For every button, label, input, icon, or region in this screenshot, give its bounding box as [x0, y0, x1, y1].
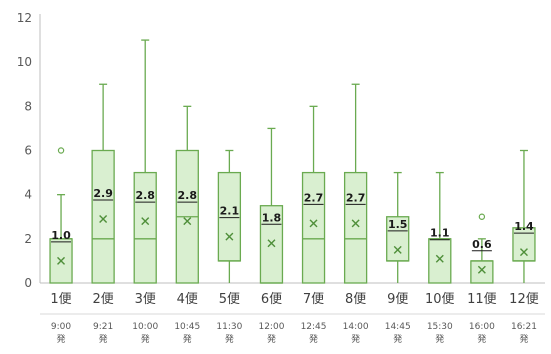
box-group-3: 2.8	[133, 39, 157, 284]
category-label: 8便	[345, 292, 366, 307]
mean-marker	[225, 232, 234, 241]
y-tick-labels: 0 2 4 6 8 10 12	[17, 11, 32, 290]
departure-time-label: 14:00	[343, 322, 369, 332]
box	[428, 238, 452, 284]
mean-data-label: 2.7	[346, 191, 366, 204]
departure-time-label: 15:30	[427, 322, 453, 332]
outlier-point	[57, 147, 65, 154]
category-labels: 1便9:00発2便9:21発3便10:00発4便10:45発5便11:30発6便…	[50, 292, 538, 345]
box-group-10: 1.1	[428, 171, 452, 284]
y-tick-label: 0	[24, 276, 32, 290]
mean-data-label: 1.1	[430, 227, 450, 240]
category-label: 7便	[303, 292, 324, 307]
mean-data-label: 1.4	[514, 220, 534, 233]
box	[301, 171, 326, 284]
departure-time-label: 12:45	[301, 322, 327, 332]
departure-time-label: 11:30	[216, 322, 242, 332]
box-group-4: 2.8	[175, 105, 199, 284]
mean-data-label: 2.8	[178, 189, 198, 202]
mean-data-label: 2.7	[304, 191, 324, 204]
mean-marker	[57, 256, 66, 265]
mean-marker	[309, 219, 318, 228]
departure-time-label: 16:00	[469, 322, 495, 332]
mean-data-label: 0.6	[472, 238, 492, 251]
departure-suffix-label: 発	[225, 333, 234, 345]
departure-suffix-label: 発	[309, 333, 318, 345]
departure-time-label: 9:21	[93, 322, 113, 332]
mean-marker	[519, 248, 528, 257]
departure-suffix-label: 発	[267, 333, 276, 345]
mean-data-label: 2.9	[93, 187, 113, 200]
category-label: 3便	[135, 292, 156, 307]
category-label: 5便	[219, 292, 240, 307]
mean-marker	[183, 217, 192, 226]
category-label: 10便	[425, 292, 455, 307]
category-label: 11便	[467, 292, 497, 307]
box	[470, 260, 494, 284]
box-group-7: 2.7	[301, 105, 326, 284]
box-group-5: 2.1	[217, 149, 242, 283]
departure-suffix-label: 発	[141, 333, 150, 345]
y-tick-label: 2	[24, 232, 32, 246]
y-tick-label: 12	[17, 11, 32, 25]
box-group-9: 1.5	[386, 171, 410, 283]
box-group-6: 1.8	[259, 127, 284, 284]
departure-suffix-label: 発	[183, 333, 192, 345]
y-tick-label: 4	[24, 188, 32, 202]
mean-marker	[435, 254, 444, 263]
category-label: 12便	[509, 292, 539, 307]
departure-time-label: 10:45	[174, 322, 200, 332]
box-group-8: 2.7	[343, 83, 368, 284]
departure-suffix-label: 発	[393, 333, 402, 345]
departure-time-label: 14:45	[385, 322, 411, 332]
axes	[39, 14, 545, 315]
box-group-1: 1.0	[49, 147, 73, 284]
mean-data-label: 1.8	[262, 211, 282, 224]
mean-data-label: 2.8	[135, 189, 155, 202]
box-group-2: 2.9	[91, 83, 115, 284]
departure-suffix-label: 発	[477, 333, 486, 345]
y-tick-label: 6	[24, 144, 32, 158]
category-label: 2便	[92, 292, 113, 307]
mean-marker	[267, 239, 276, 248]
box	[343, 171, 368, 284]
category-label: 1便	[50, 292, 71, 307]
box-series: 1.0 2.9 2.8 2.8 2.1 1.8 2.7 2.7 1.5 1.1 0.6 1.4	[49, 39, 536, 284]
mean-data-label: 1.5	[388, 218, 408, 231]
y-tick-label: 10	[17, 55, 32, 69]
box	[133, 171, 157, 284]
category-label: 6便	[261, 292, 282, 307]
mean-marker	[351, 219, 360, 228]
departure-suffix-label: 発	[57, 333, 66, 345]
departure-time-label: 10:00	[132, 322, 158, 332]
outlier-point	[478, 213, 486, 220]
box-group-11: 0.6	[470, 213, 494, 284]
departure-suffix-label: 発	[351, 333, 360, 345]
departure-suffix-label: 発	[435, 333, 444, 345]
category-label: 9便	[387, 292, 408, 307]
mean-data-label: 2.1	[220, 205, 240, 218]
box	[91, 149, 115, 284]
category-label: 4便	[177, 292, 198, 307]
box-group-12: 1.4	[512, 149, 536, 283]
departure-suffix-label: 発	[519, 333, 528, 345]
departure-time-label: 12:00	[258, 322, 284, 332]
mean-marker	[141, 217, 150, 226]
mean-marker	[393, 245, 402, 254]
departure-time-label: 16:21	[511, 322, 537, 332]
mean-data-label: 1.0	[51, 229, 71, 242]
departure-time-label: 9:00	[51, 322, 71, 332]
mean-marker	[99, 214, 108, 223]
y-tick-label: 8	[24, 99, 32, 113]
mean-marker	[477, 265, 486, 274]
departure-suffix-label: 発	[99, 333, 108, 345]
